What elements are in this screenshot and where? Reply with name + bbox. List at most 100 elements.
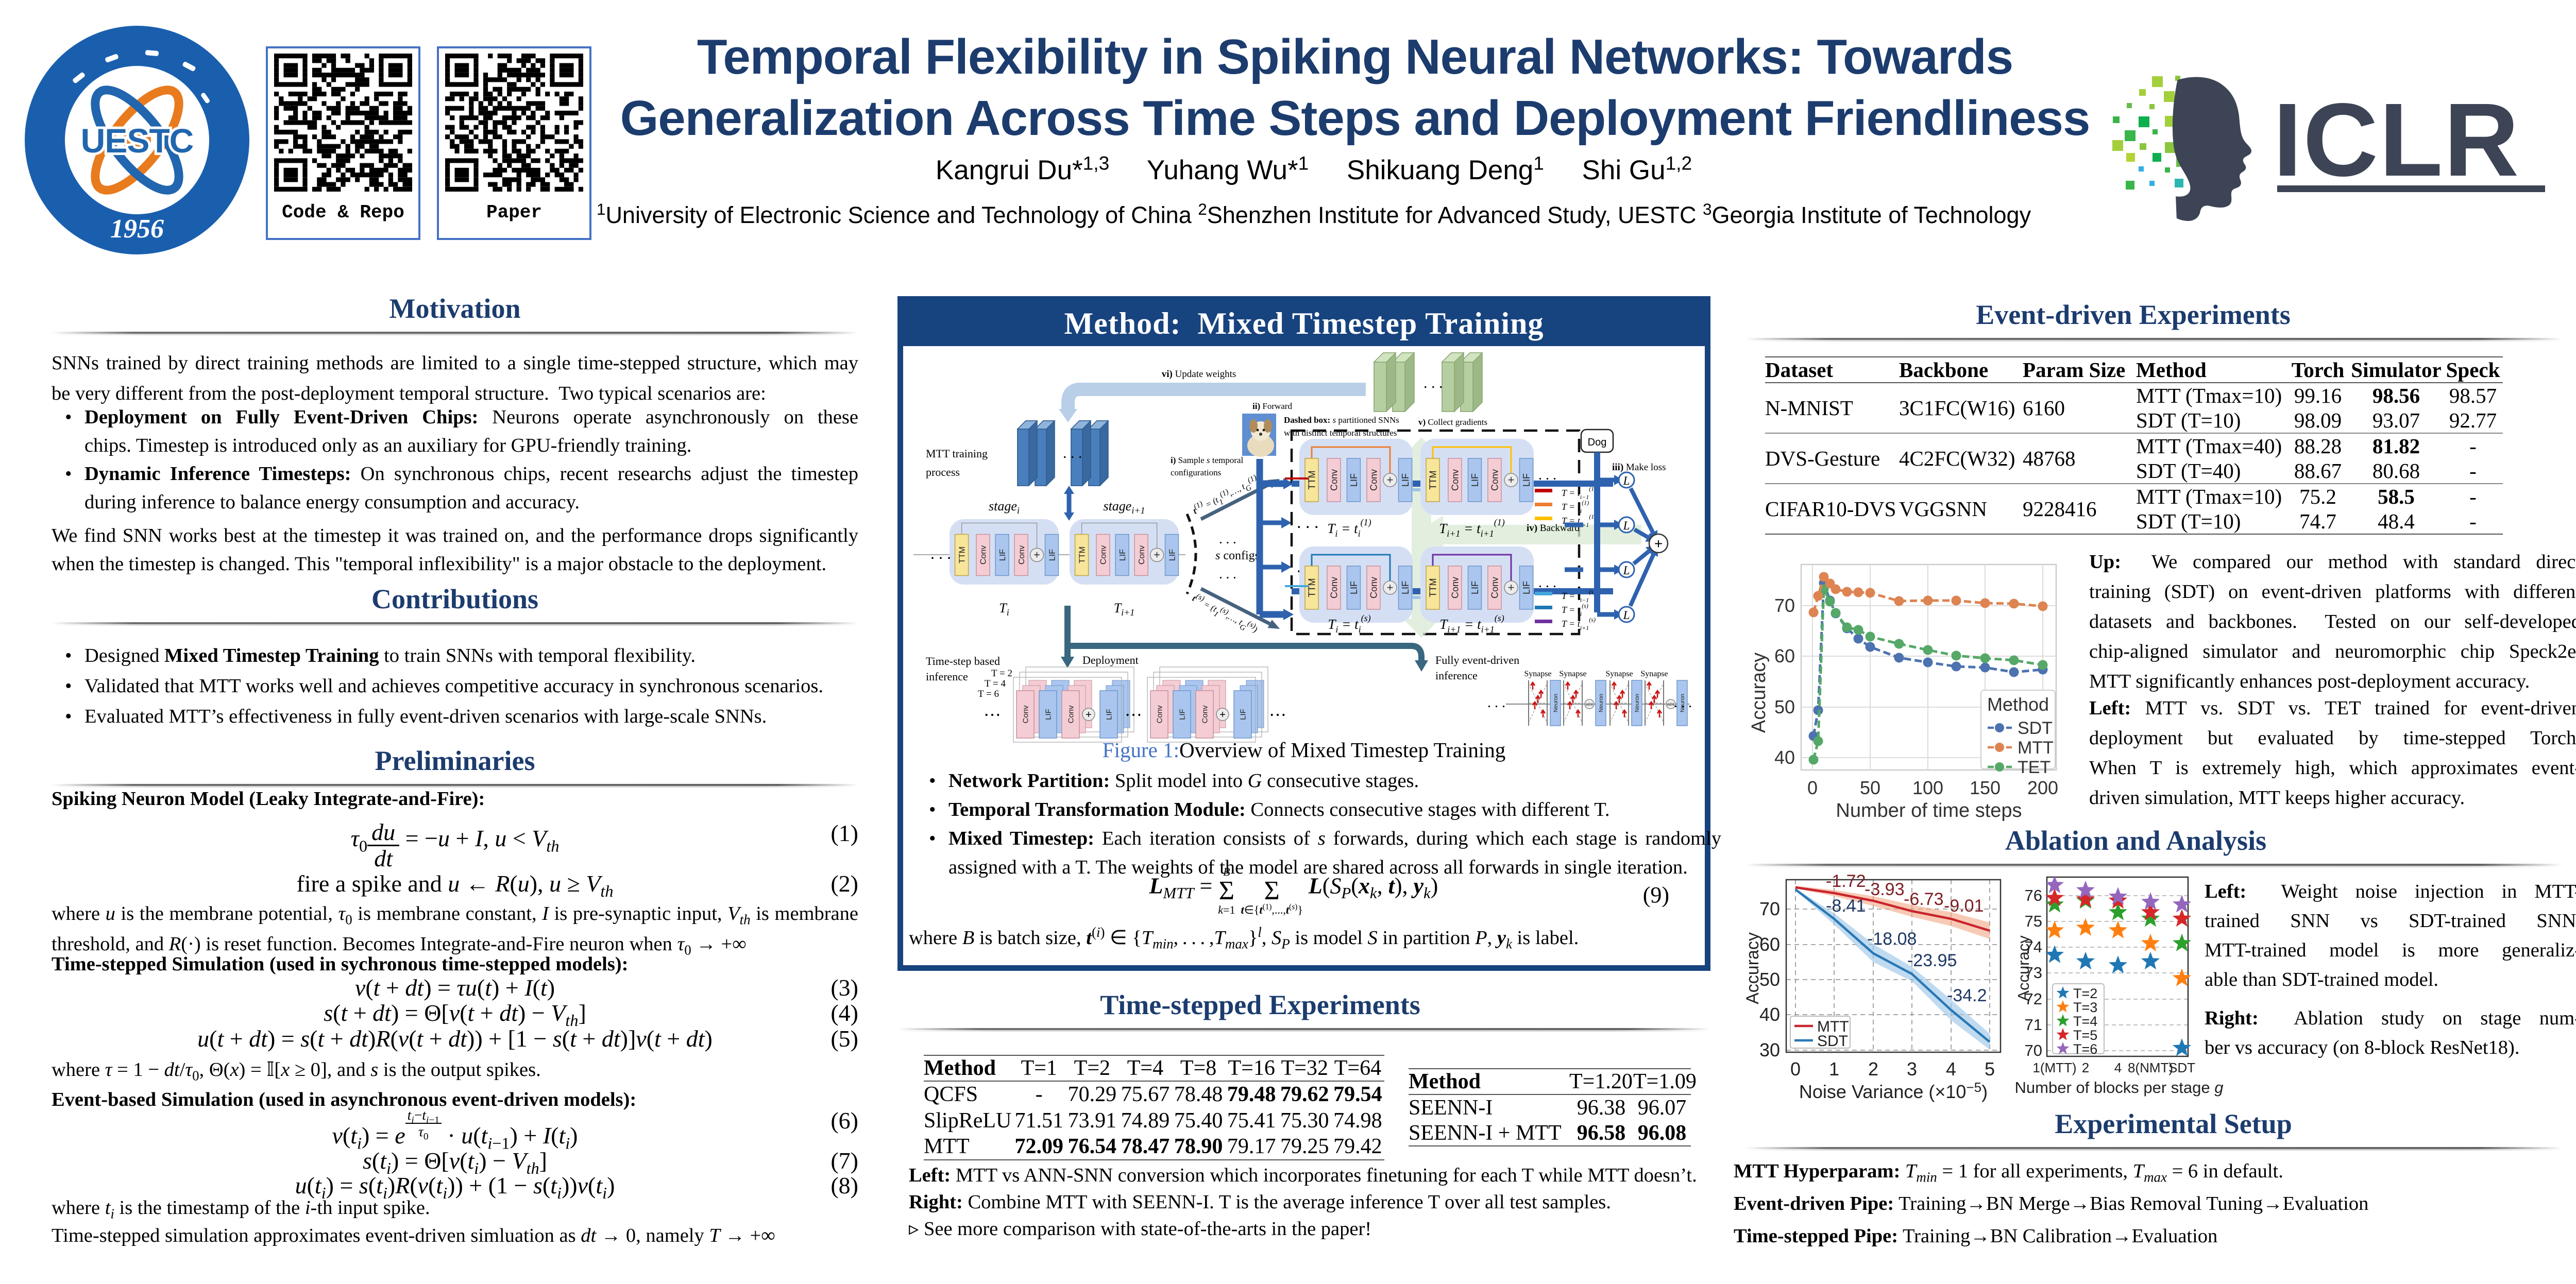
svg-text:50: 50 <box>1774 696 1795 717</box>
svg-text:LIF: LIF <box>1239 709 1247 720</box>
svg-text:iii) Make loss: iii) Make loss <box>1612 462 1666 473</box>
svg-text:40: 40 <box>1774 747 1795 768</box>
svg-text:⋯: ⋯ <box>1125 706 1142 725</box>
svg-text:+: + <box>1086 709 1092 721</box>
svg-text:4: 4 <box>1946 1058 1956 1080</box>
svg-text:. . .: . . . <box>1538 467 1556 483</box>
svg-text:s configs: s configs <box>1215 549 1260 562</box>
svg-text:. . .: . . . <box>1297 513 1319 532</box>
svg-text:-3.93: -3.93 <box>1865 880 1905 899</box>
svg-text:Dashed box: s partitioned SNNs: Dashed box: s partitioned SNNs <box>1284 415 1399 425</box>
svg-text:+: + <box>1508 581 1515 594</box>
svg-text:71: 71 <box>2025 1016 2042 1034</box>
svg-text:. . .: . . . <box>930 544 951 562</box>
svg-text:Neuron: Neuron <box>1634 694 1640 712</box>
svg-text:Neuron: Neuron <box>1680 694 1686 712</box>
svg-text:LIF: LIF <box>1105 709 1113 720</box>
svg-text:ii) Forward: ii) Forward <box>1252 401 1292 411</box>
svg-text:Noise Variance (×10−5): Noise Variance (×10−5) <box>1799 1080 1988 1102</box>
svg-text:T=2: T=2 <box>2073 986 2097 1001</box>
svg-text:Time-step based: Time-step based <box>926 655 1000 667</box>
svg-text:Synapse: Synapse <box>1559 670 1586 678</box>
svg-text:LIF: LIF <box>998 549 1007 561</box>
svg-text:MTT: MTT <box>2018 738 2054 758</box>
svg-text:+: + <box>1508 473 1515 486</box>
svg-text:wire: wire <box>1585 702 1594 707</box>
svg-text:-1.72: -1.72 <box>1826 871 1866 891</box>
svg-text:Conv: Conv <box>1066 705 1075 724</box>
svg-text:inference: inference <box>1435 669 1478 682</box>
svg-text:Method: Method <box>1987 694 2049 715</box>
svg-text:UESTC: UESTC <box>81 122 194 160</box>
svg-text:Conv: Conv <box>1329 577 1339 598</box>
svg-text:Number of time steps: Number of time steps <box>1836 800 2022 821</box>
svg-text:TTM: TTM <box>958 546 967 563</box>
svg-text:T=6: T=6 <box>2073 1041 2097 1057</box>
svg-text:T=4: T=4 <box>2073 1014 2097 1029</box>
svg-text:74: 74 <box>2025 938 2042 956</box>
svg-text:LIF: LIF <box>1400 473 1411 487</box>
svg-text:Ti = ti(1): Ti = ti(1) <box>1327 517 1371 539</box>
svg-text:Conv: Conv <box>1155 705 1164 724</box>
svg-text:Conv: Conv <box>1450 577 1460 598</box>
svg-text:Ti = ti(s): Ti = ti(s) <box>1328 613 1370 635</box>
svg-text:wire: wire <box>1667 702 1675 707</box>
svg-text:SDT: SDT <box>1817 1033 1848 1050</box>
svg-text:⋯: ⋯ <box>984 706 1001 725</box>
svg-text:Conv: Conv <box>1018 545 1026 564</box>
svg-text:Number of blocks per stage g: Number of blocks per stage g <box>2015 1078 2224 1097</box>
svg-text:Neuron: Neuron <box>1553 694 1559 712</box>
svg-text:. . .: . . . <box>1423 374 1443 391</box>
svg-text:TET: TET <box>2018 758 2050 777</box>
svg-text:4: 4 <box>2114 1060 2122 1075</box>
svg-text:Neuron: Neuron <box>1598 694 1604 712</box>
svg-text:L: L <box>1623 564 1630 577</box>
svg-text:T=3: T=3 <box>2073 1000 2097 1015</box>
svg-text:LIF: LIF <box>1044 709 1053 720</box>
svg-text:configurations: configurations <box>1171 468 1221 477</box>
svg-text:LIF: LIF <box>1349 473 1359 487</box>
svg-text:i) Sample s temporal: i) Sample s temporal <box>1171 455 1243 465</box>
svg-text:+: + <box>1154 549 1160 561</box>
svg-text:LIF: LIF <box>1521 473 1532 487</box>
svg-text:T = ti(1): T = ti(1) <box>1562 499 1589 515</box>
svg-text:40: 40 <box>1759 1004 1780 1025</box>
svg-text:LIF: LIF <box>1470 473 1480 487</box>
svg-text:stagei: stagei <box>989 499 1020 516</box>
svg-text:0: 0 <box>1790 1058 1801 1080</box>
svg-text:T = 6: T = 6 <box>978 689 999 699</box>
svg-text:2: 2 <box>2082 1060 2089 1075</box>
svg-text:LIF: LIF <box>1470 581 1480 594</box>
svg-text:MTT training: MTT training <box>926 447 988 460</box>
svg-text:. . .: . . . <box>1219 531 1236 546</box>
svg-text:Ti+1: Ti+1 <box>1114 601 1135 618</box>
svg-text:-8.41: -8.41 <box>1826 896 1866 916</box>
svg-text:T=5: T=5 <box>2073 1028 2097 1043</box>
svg-text:-9.01: -9.01 <box>1944 896 1984 916</box>
svg-text:70: 70 <box>1774 595 1795 616</box>
svg-text:+: + <box>1387 581 1394 594</box>
svg-text:+: + <box>1654 536 1663 552</box>
svg-text:⋯: ⋯ <box>1269 706 1286 725</box>
svg-text:-18.08: -18.08 <box>1867 929 1917 949</box>
svg-text:Accuracy: Accuracy <box>1748 653 1770 733</box>
svg-text:3: 3 <box>1907 1058 1917 1080</box>
svg-text:60: 60 <box>1774 645 1795 666</box>
svg-text:vi) Update weights: vi) Update weights <box>1162 369 1236 380</box>
svg-text:. . .: . . . <box>1063 444 1082 461</box>
svg-text:Ti: Ti <box>999 601 1009 618</box>
svg-text:Conv: Conv <box>979 545 988 564</box>
svg-text:0: 0 <box>1807 777 1818 798</box>
svg-text:TTM: TTM <box>1428 578 1438 597</box>
svg-text:with distinct temporal structu: with distinct temporal structures <box>1284 428 1397 438</box>
svg-text:Conv: Conv <box>1450 469 1460 491</box>
svg-text:stagei+1: stagei+1 <box>1103 499 1145 516</box>
svg-text:T = ti−1(1): T = ti−1(1) <box>1562 485 1596 501</box>
svg-text:8(NMT): 8(NMT) <box>2128 1060 2173 1075</box>
svg-text:Conv: Conv <box>1099 545 1108 564</box>
svg-text:TTM: TTM <box>1307 578 1317 597</box>
svg-text:SDT: SDT <box>2018 718 2053 738</box>
svg-text:t(1) = (t1(1),…, tG(1)): t(1) = (t1(1),…, tG(1)) <box>1190 471 1264 519</box>
svg-text:Conv: Conv <box>1368 577 1379 598</box>
svg-text:LIF: LIF <box>1118 549 1127 561</box>
